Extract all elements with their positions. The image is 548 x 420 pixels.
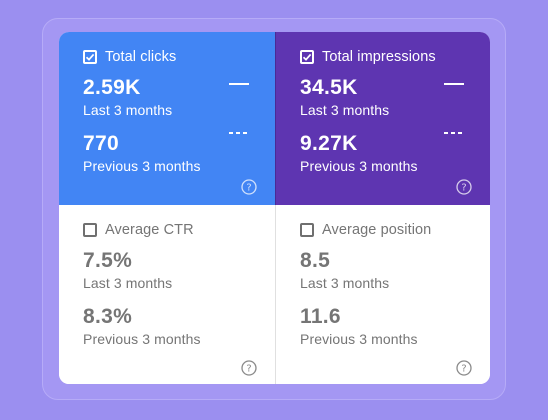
previous-value: 11.6: [300, 305, 341, 328]
help-circle-icon[interactable]: ?: [456, 179, 472, 195]
solid-line-legend-icon: [229, 83, 249, 85]
metric-header: Total impressions: [300, 48, 490, 66]
current-period-label: Last 3 months: [83, 102, 173, 118]
current-value: 2.59K: [83, 76, 141, 99]
previous-value: 9.27K: [300, 132, 358, 155]
current-period-label: Last 3 months: [300, 275, 390, 291]
current-value: 8.5: [300, 249, 331, 272]
metric-header: Average CTR: [83, 221, 275, 239]
svg-text:?: ?: [461, 183, 466, 194]
checkbox-unchecked-icon[interactable]: [83, 223, 97, 237]
previous-period-label: Previous 3 months: [83, 158, 201, 174]
checkbox-checked-icon[interactable]: [83, 50, 97, 64]
previous-value: 8.3%: [83, 305, 133, 328]
current-value: 34.5K: [300, 76, 358, 99]
solid-line-legend-icon: [444, 83, 464, 85]
metric-header: Total clicks: [83, 48, 275, 66]
current-value: 7.5%: [83, 249, 133, 272]
metric-title: Average position: [322, 222, 432, 238]
help-circle-icon[interactable]: ?: [241, 360, 257, 376]
metric-title: Average CTR: [105, 222, 194, 238]
svg-text:?: ?: [461, 364, 466, 375]
help-circle-icon[interactable]: ?: [456, 360, 472, 376]
previous-value: 770: [83, 132, 119, 155]
metric-tile-total-clicks[interactable]: Total clicks 2.59K Last 3 months 770 Pre…: [59, 32, 275, 205]
metric-header: Average position: [300, 221, 490, 239]
metric-tile-average-ctr[interactable]: Average CTR 7.5% Last 3 months 8.3% Prev…: [59, 205, 275, 384]
current-period-label: Last 3 months: [83, 275, 173, 291]
previous-period-label: Previous 3 months: [300, 158, 418, 174]
checkbox-unchecked-icon[interactable]: [300, 223, 314, 237]
metric-title: Total impressions: [322, 49, 436, 65]
checkbox-checked-icon[interactable]: [300, 50, 314, 64]
dashed-line-legend-icon: [444, 132, 464, 134]
dashed-line-legend-icon: [229, 132, 249, 134]
previous-period-label: Previous 3 months: [83, 331, 201, 347]
svg-text:?: ?: [246, 183, 251, 194]
metric-title: Total clicks: [105, 49, 177, 65]
performance-summary-card: Total clicks 2.59K Last 3 months 770 Pre…: [59, 32, 490, 384]
help-circle-icon[interactable]: ?: [241, 179, 257, 195]
previous-period-label: Previous 3 months: [300, 331, 418, 347]
metric-tile-total-impressions[interactable]: Total impressions 34.5K Last 3 months 9.…: [275, 32, 490, 205]
metric-tile-average-position[interactable]: Average position 8.5 Last 3 months 11.6 …: [275, 205, 490, 384]
svg-text:?: ?: [246, 364, 251, 375]
current-period-label: Last 3 months: [300, 102, 390, 118]
